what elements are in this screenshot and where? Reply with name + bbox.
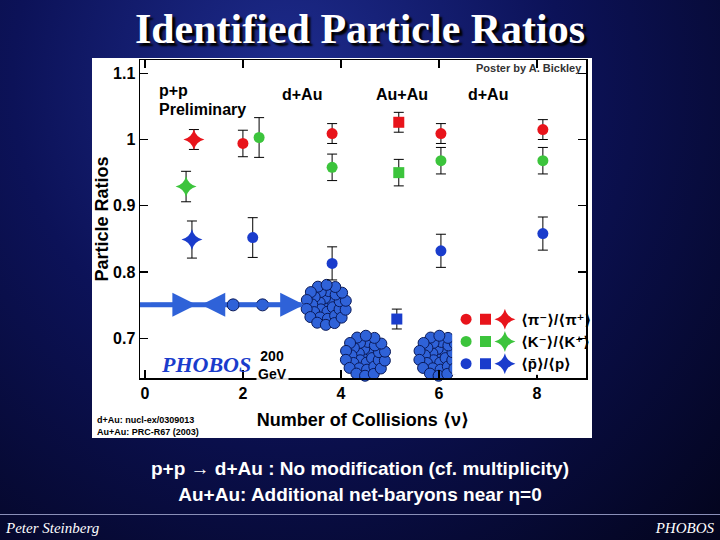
svg-text:PHOBOS: PHOBOS <box>161 352 251 377</box>
html-text:PHOBOS: PHOBOS <box>655 520 714 536</box>
svg-text:⟨π⁻⟩/⟨π⁺⟩: ⟨π⁻⟩/⟨π⁺⟩ <box>521 311 591 328</box>
svg-text:6: 6 <box>435 385 444 402</box>
svg-text:⟨K⁻⟩/⟨K⁺⟩: ⟨K⁻⟩/⟨K⁺⟩ <box>521 333 590 350</box>
svg-text:p+p: p+p <box>159 82 188 99</box>
svg-text:Poster by A. Bickley: Poster by A. Bickley <box>476 62 582 74</box>
html-text:Peter Steinberg: Peter Steinberg <box>6 520 100 536</box>
html-text:p+p → d+Au : No modification (: p+p → d+Au : No modification (cf. multip… <box>151 458 569 479</box>
html-text:Au+Au: Additional net-baryons: Au+Au: Additional net-baryons near η=0 <box>178 484 542 505</box>
svg-text:d+Au: d+Au <box>468 86 508 103</box>
svg-text:0.8: 0.8 <box>113 264 135 281</box>
svg-text:d+Au: nucl-ex/0309013Au+Au: PR: d+Au: nucl-ex/0309013Au+Au: PRC-R67 (200… <box>97 415 199 437</box>
svg-text:2: 2 <box>238 385 247 402</box>
svg-text:Number of Collisions ⟨ν⟩: Number of Collisions ⟨ν⟩ <box>257 410 469 430</box>
svg-text:200GeV: 200GeV <box>258 348 287 382</box>
svg-text:Au+Au: Au+Au <box>376 86 428 103</box>
svg-text:Preliminary: Preliminary <box>159 101 246 118</box>
svg-text:⟨p̄⟩/⟨p⟩: ⟨p̄⟩/⟨p⟩ <box>521 355 571 372</box>
html-text:Identified Particle Ratios: Identified Particle Ratios <box>134 6 586 52</box>
svg-text:4: 4 <box>336 385 345 402</box>
svg-text:0.7: 0.7 <box>113 330 135 347</box>
svg-text:d+Au: d+Au <box>282 86 322 103</box>
svg-text:1: 1 <box>126 131 135 148</box>
svg-text:1.1: 1.1 <box>113 65 135 82</box>
svg-text:0.9: 0.9 <box>113 197 135 214</box>
svg-text:0: 0 <box>140 385 149 402</box>
svg-text:Particle Ratios: Particle Ratios <box>92 156 112 281</box>
svg-text:8: 8 <box>533 385 542 402</box>
